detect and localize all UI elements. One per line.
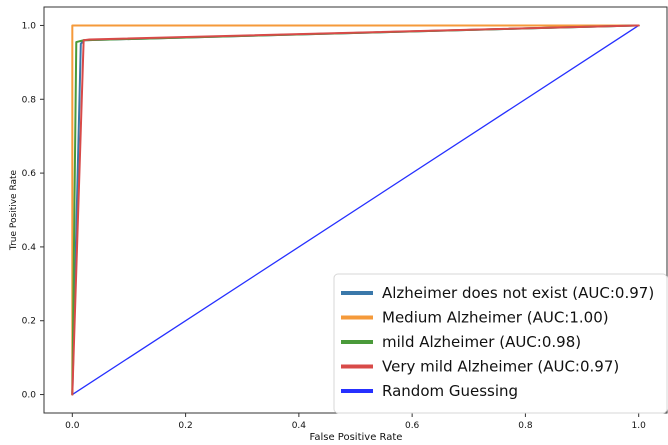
x-tick-label: 0.4 [292, 421, 307, 431]
x-tick-label: 0.0 [65, 421, 80, 431]
y-tick-label: 1.0 [22, 21, 37, 31]
legend-entry-label: Random Guessing [382, 382, 518, 400]
x-tick-label: 0.2 [178, 421, 192, 431]
x-axis-ticks: 0.0 0.2 0.4 0.6 0.8 1.0 [65, 413, 646, 431]
y-axis-label: True Positive Rate [9, 169, 19, 251]
x-tick-label: 0.6 [405, 421, 420, 431]
y-tick-label: 0.8 [22, 95, 37, 105]
y-tick-label: 0.2 [22, 317, 36, 327]
y-tick-label: 0.6 [22, 169, 37, 179]
series-group [71, 24, 640, 396]
x-tick-label: 0.8 [518, 421, 533, 431]
x-axis-label: False Positive Rate [310, 432, 403, 443]
series-line [71, 24, 640, 396]
legend-entry-label: Medium Alzheimer (AUC:1.00) [382, 309, 609, 327]
x-tick-label: 1.0 [632, 421, 647, 431]
legend-items: Alzheimer does not exist (AUC:0.97) Mediu… [341, 284, 654, 400]
y-tick-label: 0.4 [22, 243, 37, 253]
y-tick-label: 0.0 [22, 391, 37, 401]
series-line [71, 24, 640, 396]
y-axis-ticks: 0.0 0.2 0.4 0.6 0.8 1.0 [22, 21, 44, 401]
legend-entry-label: Alzheimer does not exist (AUC:0.97) [382, 284, 654, 302]
legend-entry-label: Very mild Alzheimer (AUC:0.97) [382, 358, 619, 376]
legend-box [333, 273, 668, 414]
legend: Alzheimer does not exist (AUC:0.97) Mediu… [333, 273, 668, 414]
series-line [71, 24, 640, 396]
legend-entry-label: mild Alzheimer (AUC:0.98) [382, 333, 581, 351]
